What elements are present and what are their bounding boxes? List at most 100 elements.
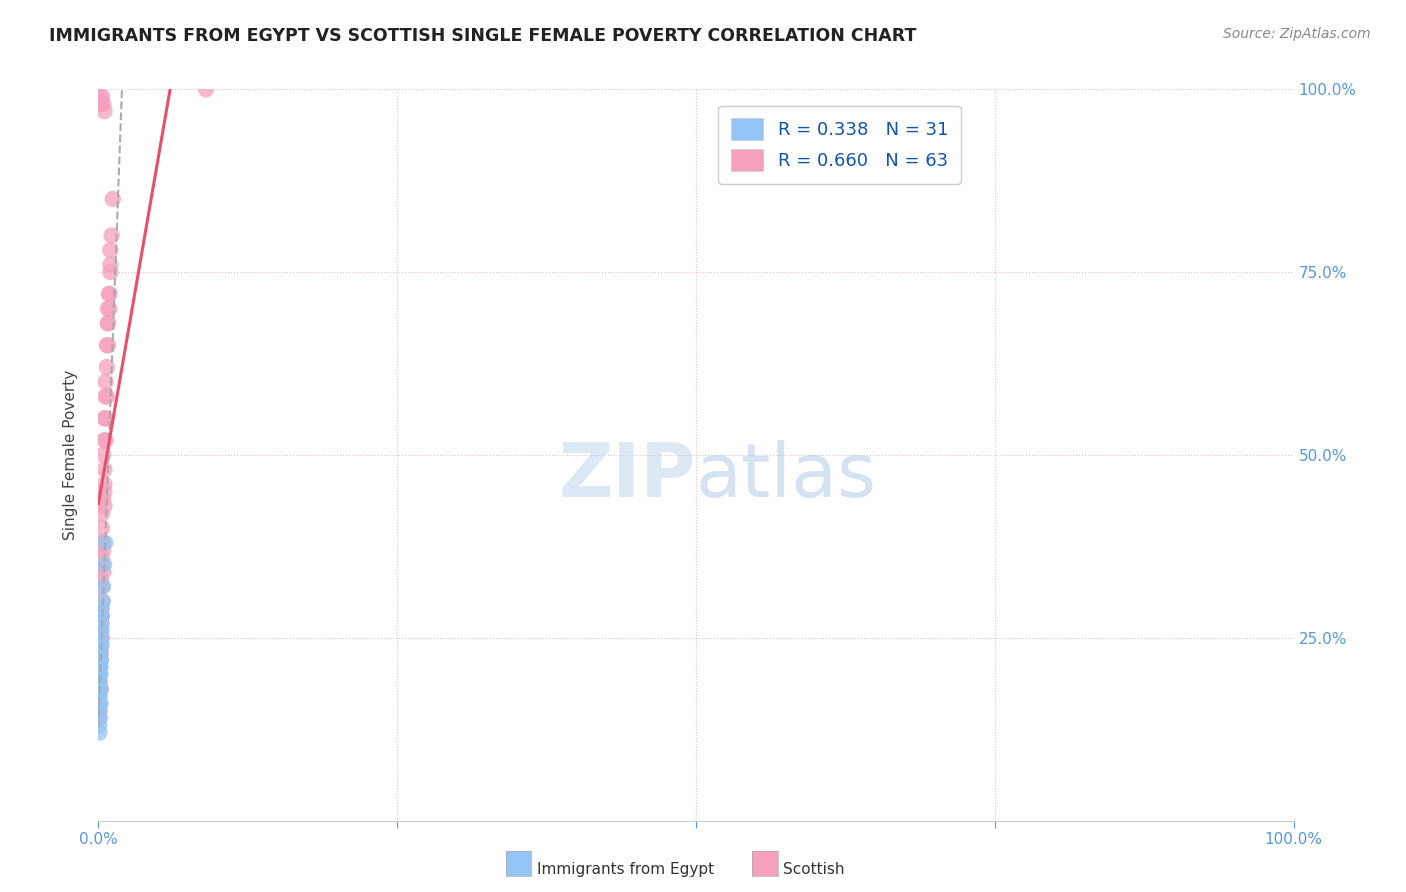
Point [90,601,112,615]
Point [90,616,112,631]
Point [90,660,112,674]
Point [93,434,115,448]
Point [91,448,114,462]
Point [89,711,111,725]
Point [97,316,120,330]
Point [90,631,112,645]
Point [91,550,114,565]
Text: Immigrants from Egypt: Immigrants from Egypt [537,863,714,877]
Point [90,631,112,645]
Point [89,674,111,689]
Point [98,265,122,279]
Y-axis label: Single Female Poverty: Single Female Poverty [63,370,77,540]
Point [89,660,111,674]
Point [91,580,114,594]
Text: Source: ZipAtlas.com: Source: ZipAtlas.com [1223,27,1371,41]
Point [97,316,120,330]
Point [91,608,114,623]
Point [89,645,111,659]
Point [98,301,121,316]
Point [93,477,115,491]
Point [90,96,112,111]
Point [93,484,115,499]
Point [90,624,112,638]
Point [89,690,111,704]
Text: atlas: atlas [696,441,877,514]
Point [91,507,114,521]
Point [98,287,121,301]
Point [90,653,112,667]
Point [91,594,114,608]
Point [90,645,112,659]
Point [93,104,115,119]
Point [96,360,118,375]
Point [97,338,120,352]
Point [98,258,122,272]
Point [89,674,111,689]
Point [89,667,111,681]
Point [93,558,115,572]
Point [91,580,114,594]
Point [89,667,111,681]
Point [89,718,111,732]
Point [94,389,117,403]
Point [91,521,114,535]
Point [89,697,111,711]
Point [90,697,112,711]
Point [91,543,114,558]
Text: IMMIGRANTS FROM EGYPT VS SCOTTISH SINGLE FEMALE POVERTY CORRELATION CHART: IMMIGRANTS FROM EGYPT VS SCOTTISH SINGLE… [49,27,917,45]
Point [89,89,111,103]
Point [90,608,112,623]
Point [91,96,114,111]
Point [89,711,111,725]
Point [94,411,117,425]
Point [90,667,112,681]
Point [101,192,124,206]
Point [91,491,114,506]
Point [90,572,112,586]
Point [97,301,120,316]
Point [93,462,115,476]
Point [96,389,118,403]
Point [89,704,111,718]
Point [90,645,112,659]
Point [89,726,111,740]
Point [91,608,114,623]
Legend: R = 0.338   N = 31, R = 0.660   N = 63: R = 0.338 N = 31, R = 0.660 N = 63 [718,105,960,184]
Point [195,82,218,96]
Point [89,704,111,718]
Point [90,653,112,667]
Point [91,624,114,638]
Point [93,499,115,513]
Point [90,681,112,696]
Point [91,558,114,572]
Point [91,638,114,652]
Point [90,638,112,652]
Point [89,660,111,674]
Text: Scottish: Scottish [783,863,845,877]
Point [89,681,111,696]
Point [90,653,112,667]
Text: ZIP: ZIP [558,441,696,514]
Point [90,681,112,696]
Point [89,697,111,711]
Point [91,631,114,645]
Point [91,601,114,615]
Point [91,535,114,549]
Point [91,616,114,631]
Point [94,375,117,389]
Point [91,594,114,608]
Point [96,338,118,352]
Point [93,411,115,425]
Point [94,434,117,448]
Point [89,674,111,689]
Point [91,89,114,103]
Point [90,638,112,652]
Point [89,690,111,704]
Point [91,535,114,549]
Point [98,243,122,257]
Point [89,653,111,667]
Point [98,287,121,301]
Point [91,565,114,579]
Point [100,228,122,243]
